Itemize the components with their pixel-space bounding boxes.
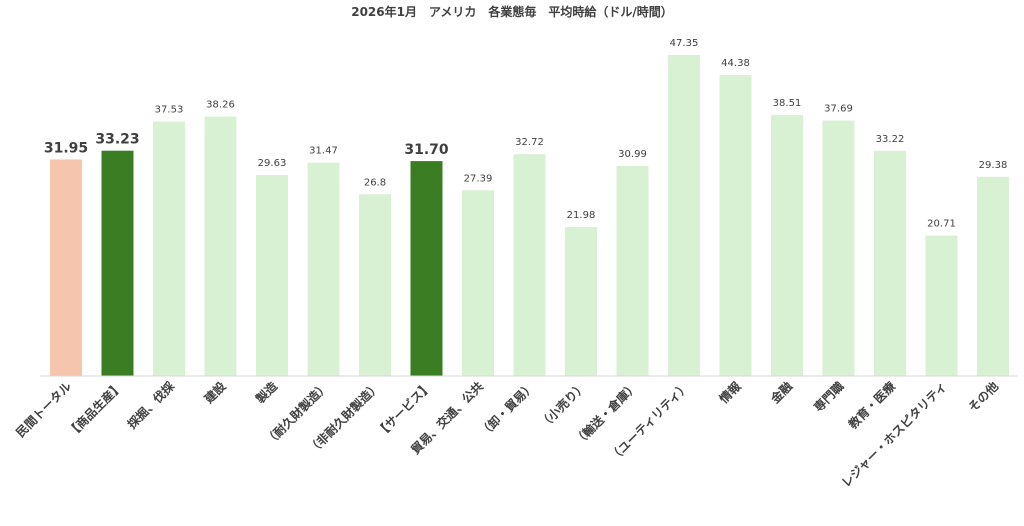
bar-3	[204, 116, 237, 376]
value-label-6: 26.8	[364, 177, 386, 188]
value-label-10: 21.98	[567, 210, 596, 221]
bar-7	[410, 161, 443, 376]
category-label-10: （小売り）	[536, 379, 589, 432]
bar-11	[616, 165, 649, 376]
bar-0	[50, 159, 82, 376]
value-label-15: 37.69	[824, 104, 853, 115]
value-label-0: 31.95	[44, 140, 88, 156]
category-label-2: 採掘、伐採	[124, 378, 178, 432]
value-label-3: 38.26	[206, 100, 235, 111]
bar-5	[307, 162, 340, 376]
value-label-16: 33.22	[876, 134, 905, 145]
category-label-17: レジャー・ホスピタリティ	[839, 379, 950, 490]
value-labels-layer: 31.95 33.23 37.53 38.26 29.63 31.47 26.8 31.70 2…	[44, 38, 1007, 230]
value-label-1: 33.23	[95, 132, 139, 148]
bar-2	[153, 121, 185, 376]
bar-8	[462, 190, 494, 376]
bar-14	[771, 114, 803, 377]
bar-17	[925, 235, 958, 376]
value-label-13: 44.38	[721, 58, 750, 69]
bar-16	[874, 150, 906, 376]
bar-18	[977, 176, 1009, 376]
bar-9	[513, 154, 546, 376]
bar-10	[565, 227, 597, 376]
category-label-4: 製造	[252, 378, 281, 407]
bar-12	[668, 55, 700, 376]
chart-title: 2026年1月 アメリカ 各業態毎 平均時給（ドル/時間）	[351, 4, 673, 19]
value-label-14: 38.51	[773, 98, 802, 109]
bar-13	[719, 75, 752, 376]
category-label-3: 建設	[200, 378, 229, 407]
category-labels-layer: 民間トータル【商品生産】 採掘、伐採 建設 製造（耐久財製造）（非耐久財製造）【サービ…	[13, 378, 1001, 490]
category-label-18: その他	[965, 379, 1001, 415]
value-label-7: 31.70	[404, 142, 449, 158]
value-label-17: 20.71	[927, 219, 956, 230]
bar-15	[822, 120, 855, 376]
category-label-1: 【商品生産】	[64, 379, 126, 441]
value-label-5: 31.47	[309, 146, 338, 157]
bars-layer	[50, 55, 1009, 377]
bar-1	[101, 150, 134, 376]
category-label-16: 教育・医療	[844, 379, 898, 433]
value-label-2: 37.53	[155, 105, 184, 116]
value-label-12: 47.35	[670, 38, 699, 49]
category-label-14: 金融	[767, 379, 795, 407]
bar-4	[256, 175, 288, 376]
category-label-13: 情報	[716, 378, 744, 406]
value-label-4: 29.63	[258, 158, 287, 169]
value-label-11: 30.99	[618, 149, 647, 160]
value-label-9: 32.72	[515, 137, 544, 148]
category-label-15: 専門職	[811, 379, 847, 415]
value-label-8: 27.39	[464, 173, 493, 184]
bar-6	[359, 194, 391, 376]
value-label-18: 29.38	[979, 160, 1008, 171]
category-label-9: （卸・貿易）	[476, 379, 538, 441]
